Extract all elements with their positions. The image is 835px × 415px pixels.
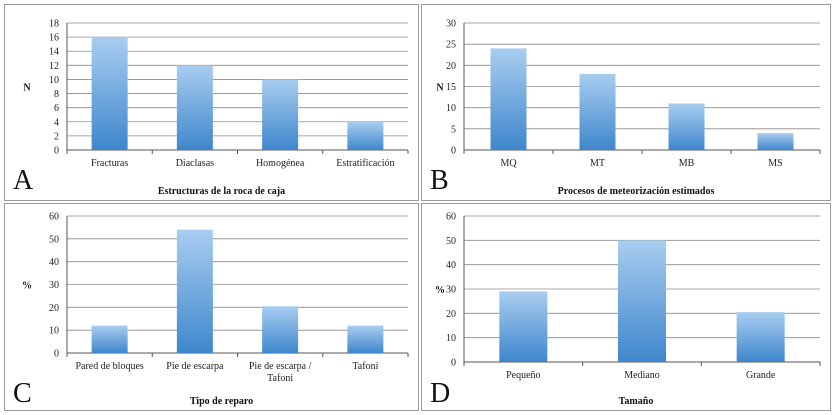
chart-title: Estructuras de la roca de caja — [158, 186, 285, 197]
chart-title: Tipo de reparo — [190, 396, 253, 407]
chart-title: Procesos de meteorización estimados — [558, 186, 715, 197]
y-tick-label: 60 — [49, 212, 59, 223]
bar — [579, 73, 616, 150]
x-tick-label: Tafoni — [352, 361, 378, 372]
chart-title: Tamaño — [619, 396, 654, 407]
x-tick-label: Mediano — [624, 370, 660, 381]
x-tick-label: Pie de escarpa / Tafoni — [249, 361, 312, 384]
y-tick-label: 2 — [54, 131, 59, 142]
bar — [490, 48, 527, 150]
chart-panel-d: 0 10 20 30 40 50 60 Pequeño Mediano Grande% Tamaño… — [421, 203, 831, 411]
y-tick-label: 12 — [49, 61, 59, 72]
panel-letter: B — [430, 165, 449, 196]
y-tick-label: 10 — [446, 333, 456, 344]
y-tick-label: 20 — [446, 61, 456, 72]
y-axis-label: % — [435, 285, 445, 296]
y-tick-label: 4 — [54, 117, 59, 128]
y-tick-label: 30 — [446, 19, 456, 30]
y-tick-label: 40 — [49, 257, 59, 268]
bar — [668, 103, 705, 150]
x-tick-label: MB — [679, 158, 695, 169]
y-tick-label: 5 — [451, 124, 456, 135]
y-tick-label: 20 — [49, 303, 59, 314]
y-tick-label: 40 — [446, 260, 456, 271]
chart-panel-c: 0 10 20 30 40 50 60 Pared de bloques Pie de esca… — [4, 203, 419, 411]
x-tick-label: Diaclasas — [176, 158, 214, 169]
y-tick-label: 10 — [446, 103, 456, 114]
bar — [262, 306, 299, 353]
chart-svg: 0 2 4 6 8 10 12 14 16 18 Fracturas Diaclasas Homogén… — [13, 19, 409, 197]
y-axis-label: % — [22, 281, 32, 292]
chart-panel-a: 0 2 4 6 8 10 12 14 16 18 Fracturas Diaclasas Homogén… — [4, 4, 419, 201]
y-axis-label: N — [436, 83, 444, 94]
chart-svg: 0 5 10 15 20 25 30 MQ MT MB MS N Procesos de meteori… — [430, 19, 821, 197]
x-tick-label: Pie de escarpa — [166, 361, 224, 372]
y-tick-label: 0 — [451, 146, 456, 157]
x-tick-label: MT — [590, 158, 605, 169]
bar — [618, 240, 666, 362]
panel-letter: C — [13, 378, 32, 409]
y-tick-label: 25 — [446, 40, 456, 51]
y-tick-label: 10 — [49, 75, 59, 86]
y-tick-label: 6 — [54, 103, 59, 114]
bar — [757, 133, 794, 150]
x-tick-label: Pared de bloques — [75, 361, 143, 372]
bar — [91, 325, 128, 353]
bar — [262, 79, 299, 150]
y-tick-label: 0 — [451, 358, 456, 369]
x-tick-label: Fracturas — [91, 158, 128, 169]
chart-svg: 0 10 20 30 40 50 60 Pequeño Mediano Grande% Tamaño… — [430, 212, 821, 409]
bar — [499, 291, 548, 362]
y-tick-label: 60 — [446, 212, 456, 223]
y-axis-label: N — [23, 83, 31, 94]
panel-letter: D — [430, 378, 450, 409]
x-tick-label: Homogénea — [256, 158, 305, 169]
y-tick-label: 0 — [54, 349, 59, 360]
x-tick-label: MS — [768, 158, 782, 169]
y-tick-label: 16 — [49, 33, 59, 44]
bar — [176, 65, 213, 150]
chart-svg: 0 10 20 30 40 50 60 Pared de bloques Pie de esca… — [13, 212, 409, 409]
bar — [347, 325, 384, 353]
bar — [347, 121, 384, 150]
bar — [176, 229, 213, 353]
panel-letter: A — [13, 165, 34, 196]
chart-panel-b: 0 5 10 15 20 25 30 MQ MT MB MS N Procesos de meteori… — [421, 4, 831, 201]
y-tick-label: 30 — [49, 280, 59, 291]
y-tick-label: 8 — [54, 89, 59, 100]
x-tick-label: Estratificación — [336, 158, 394, 169]
x-tick-label: MQ — [500, 158, 517, 169]
bar — [736, 312, 785, 362]
y-tick-label: 50 — [49, 234, 59, 245]
x-tick-label: Grande — [746, 370, 776, 381]
bar — [91, 37, 128, 150]
y-tick-label: 18 — [49, 19, 59, 30]
y-tick-label: 14 — [49, 47, 59, 58]
y-tick-label: 50 — [446, 236, 456, 247]
y-tick-label: 30 — [446, 285, 456, 296]
y-tick-label: 15 — [446, 82, 456, 93]
y-tick-label: 0 — [54, 146, 59, 157]
y-tick-label: 20 — [446, 309, 456, 320]
y-tick-label: 10 — [49, 326, 59, 337]
x-tick-label: Pequeño — [506, 370, 540, 381]
